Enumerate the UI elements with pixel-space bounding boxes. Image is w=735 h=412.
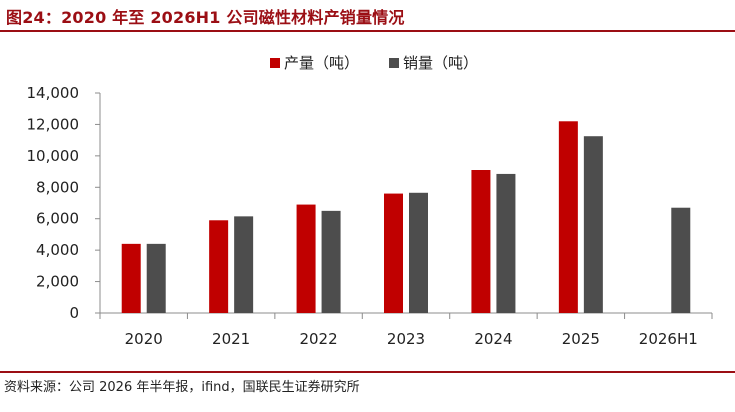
y-tick-label: 14,000 bbox=[27, 84, 80, 102]
bar-sales-2022 bbox=[321, 210, 341, 313]
bar-production-2022 bbox=[296, 204, 316, 313]
bar-production-2025 bbox=[558, 121, 578, 314]
y-tick-label: 10,000 bbox=[27, 147, 80, 165]
bar-sales-2026H1 bbox=[671, 207, 691, 313]
legend-label-sales: 销量（吨） bbox=[403, 54, 478, 72]
x-tick-label: 2023 bbox=[387, 330, 425, 348]
y-axis: 0 2,000 4,000 6,000 8,000 10,000 12,000 14,000 bbox=[27, 84, 101, 322]
source-note: 资料来源：公司 2026 年半年报，ifind，国联民生证券研究所 bbox=[4, 380, 360, 395]
x-tick-label: 2022 bbox=[299, 330, 337, 348]
y-tick-label: 6,000 bbox=[36, 210, 79, 228]
x-axis: 2020 2021 2022 2023 2024 2025 2026H1 bbox=[99, 312, 713, 348]
bar-production-2020 bbox=[121, 243, 141, 313]
x-tick-label: 2021 bbox=[212, 330, 250, 348]
x-tick-label: 2024 bbox=[474, 330, 512, 348]
bar-sales-2020 bbox=[146, 243, 166, 313]
footer-rule bbox=[0, 371, 735, 373]
legend-swatch-production bbox=[270, 58, 280, 68]
bars bbox=[121, 121, 691, 314]
y-tick-label: 4,000 bbox=[36, 241, 79, 259]
y-tick-label: 8,000 bbox=[36, 178, 79, 196]
title-rule bbox=[0, 30, 735, 32]
y-tick-label: 0 bbox=[69, 304, 79, 322]
bar-production-2021 bbox=[209, 220, 229, 313]
x-tick-label: 2025 bbox=[562, 330, 600, 348]
legend: 产量（吨） 销量（吨） bbox=[270, 54, 478, 72]
x-tick-label: 2020 bbox=[125, 330, 163, 348]
bar-chart: 产量（吨） 销量（吨） 0 2,000 4,000 6,000 8,000 10,000 1… bbox=[27, 54, 713, 348]
bar-production-2023 bbox=[384, 193, 403, 313]
legend-swatch-sales bbox=[389, 58, 399, 68]
legend-label-production: 产量（吨） bbox=[284, 54, 359, 72]
bar-sales-2021 bbox=[234, 216, 254, 313]
bar-sales-2025 bbox=[583, 136, 603, 313]
y-tick-label: 2,000 bbox=[36, 273, 79, 291]
bar-production-2024 bbox=[471, 170, 491, 313]
x-tick-label: 2026H1 bbox=[639, 330, 698, 348]
bar-sales-2024 bbox=[496, 173, 516, 313]
bar-sales-2023 bbox=[409, 192, 428, 313]
y-tick-label: 12,000 bbox=[27, 115, 80, 133]
figure-title: 图24：2020 年至 2026H1 公司磁性材料产销量情况 bbox=[6, 8, 405, 27]
